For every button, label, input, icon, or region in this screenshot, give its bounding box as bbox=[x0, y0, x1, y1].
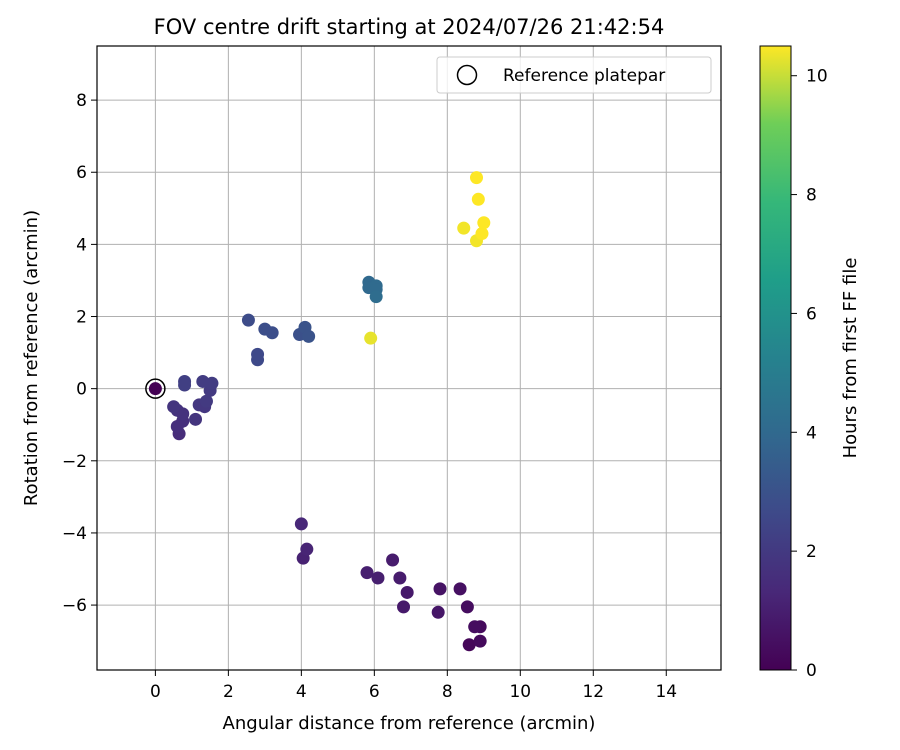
data-point bbox=[473, 634, 487, 648]
y-tick-label: 2 bbox=[76, 308, 87, 328]
colorbar-label: Hours from first FF file bbox=[840, 258, 861, 459]
data-point bbox=[294, 517, 308, 531]
data-point bbox=[189, 412, 203, 426]
data-point bbox=[251, 347, 265, 361]
data-point bbox=[265, 326, 279, 340]
y-tick-label: −6 bbox=[62, 596, 87, 616]
y-tick-label: 6 bbox=[76, 163, 87, 183]
data-point bbox=[196, 374, 210, 388]
legend: Reference platepar bbox=[436, 56, 712, 94]
data-point bbox=[477, 216, 491, 230]
data-point bbox=[148, 382, 162, 396]
data-point bbox=[241, 313, 255, 327]
data-point bbox=[471, 192, 485, 206]
grid-lines bbox=[97, 46, 721, 670]
data-point bbox=[199, 394, 213, 408]
x-tick-label: 10 bbox=[509, 682, 531, 702]
y-tick-label: −2 bbox=[62, 452, 87, 472]
colorbar bbox=[759, 45, 792, 671]
colorbar-tick-label: 6 bbox=[806, 304, 817, 324]
data-point bbox=[360, 566, 374, 580]
colorbar-tick-label: 2 bbox=[806, 542, 817, 562]
colorbar-tick-label: 0 bbox=[806, 661, 817, 681]
x-tick-label: 0 bbox=[150, 682, 161, 702]
x-tick-label: 2 bbox=[223, 682, 234, 702]
data-point bbox=[302, 329, 316, 343]
data-point bbox=[475, 227, 489, 241]
data-point bbox=[369, 290, 383, 304]
x-tick-label: 12 bbox=[582, 682, 604, 702]
x-tick-label: 8 bbox=[442, 682, 453, 702]
x-tick-label: 6 bbox=[369, 682, 380, 702]
x-tick-label: 14 bbox=[655, 682, 677, 702]
colorbar-ticks: 0 2 4 6 8 10 bbox=[791, 67, 828, 681]
data-point bbox=[470, 171, 484, 185]
data-point bbox=[453, 582, 467, 596]
colorbar-tick-label: 4 bbox=[806, 423, 817, 443]
data-point bbox=[300, 542, 314, 556]
data-point bbox=[468, 620, 482, 634]
data-point bbox=[397, 600, 411, 614]
x-axis-label: Angular distance from reference (arcmin) bbox=[223, 713, 596, 734]
x-tick-label: 4 bbox=[296, 682, 307, 702]
plot-frame bbox=[96, 45, 722, 671]
y-tick-label: 0 bbox=[76, 380, 87, 400]
reference-marker bbox=[145, 378, 166, 399]
data-point bbox=[431, 605, 445, 619]
data-point bbox=[462, 638, 476, 652]
legend-box bbox=[436, 56, 712, 94]
data-point bbox=[400, 585, 414, 599]
data-point bbox=[167, 400, 181, 414]
y-axis-ticks: −6 −4 −2 0 2 4 6 8 bbox=[62, 91, 97, 616]
colorbar-tick-label: 10 bbox=[806, 67, 828, 87]
reference-marker-group bbox=[145, 378, 166, 399]
legend-marker bbox=[456, 64, 478, 86]
y-axis-label: Rotation from reference (arcmin) bbox=[21, 210, 42, 506]
x-axis-ticks: 0 2 4 6 8 10 12 14 bbox=[150, 670, 677, 702]
data-points bbox=[148, 171, 491, 652]
chart-title: FOV centre drift starting at 2024/07/26 … bbox=[154, 15, 665, 39]
data-point bbox=[433, 582, 447, 596]
data-point bbox=[364, 331, 378, 345]
colorbar-tick-label: 8 bbox=[806, 186, 817, 206]
data-point bbox=[460, 600, 474, 614]
y-tick-label: 4 bbox=[76, 235, 87, 255]
data-point bbox=[178, 378, 192, 392]
y-tick-label: 8 bbox=[76, 91, 87, 111]
legend-label: Reference platepar bbox=[503, 66, 665, 86]
data-point bbox=[457, 221, 471, 235]
y-tick-label: −4 bbox=[62, 524, 87, 544]
data-point bbox=[386, 553, 400, 567]
data-point bbox=[393, 571, 407, 585]
data-point bbox=[371, 571, 385, 585]
